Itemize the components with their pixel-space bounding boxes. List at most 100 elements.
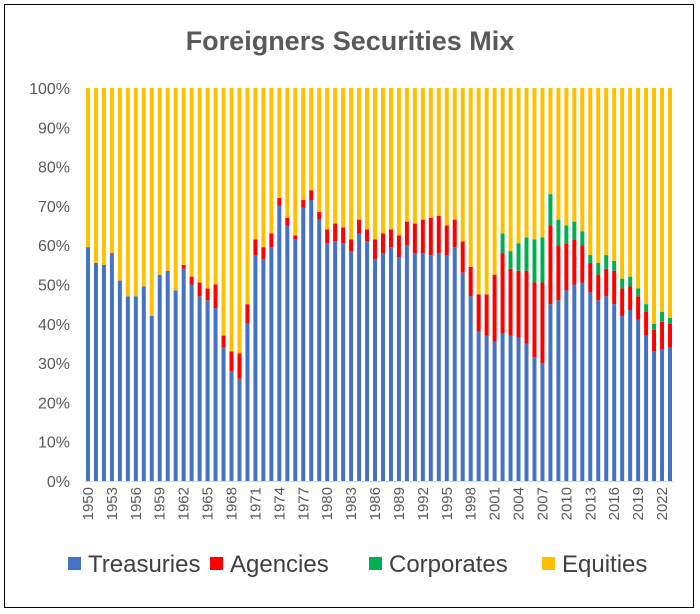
bar-equities-2010 xyxy=(564,88,569,226)
bar-equities-1996 xyxy=(452,88,457,220)
bar-treasuries-2010 xyxy=(564,290,569,481)
bar-agencies-1979 xyxy=(317,211,322,220)
bar-agencies-1968 xyxy=(229,351,234,371)
bar-equities-1975 xyxy=(285,88,290,218)
bar-agencies-2013 xyxy=(588,262,593,293)
bar-treasuries-1974 xyxy=(277,205,282,481)
bar-agencies-1980 xyxy=(325,229,330,244)
bar-treasuries-1985 xyxy=(365,241,370,481)
bar-agencies-2005 xyxy=(524,270,529,344)
bar-corporates-2010 xyxy=(564,225,569,244)
bar-equities-1969 xyxy=(237,88,242,354)
bar-agencies-1995 xyxy=(444,225,449,256)
bar-equities-1983 xyxy=(349,88,354,240)
bar-equities-2014 xyxy=(596,88,601,263)
bar-treasuries-1992 xyxy=(420,253,425,481)
bar-equities-1997 xyxy=(460,88,465,242)
bar-treasuries-2012 xyxy=(580,282,585,481)
legend-label-treasuries: Treasuries xyxy=(88,551,200,578)
bar-treasuries-1989 xyxy=(396,256,401,481)
bar-corporates-2012 xyxy=(580,231,585,246)
bar-equities-1972 xyxy=(261,88,266,248)
bar-equities-1951 xyxy=(93,88,98,263)
bar-corporates-2019 xyxy=(636,288,641,297)
bar-treasuries-1990 xyxy=(404,245,409,481)
bar-equities-1998 xyxy=(468,88,473,267)
bar-treasuries-1991 xyxy=(412,253,417,481)
bar-treasuries-1977 xyxy=(301,207,306,481)
x-tick-label: 2016 xyxy=(606,487,623,520)
bar-agencies-1985 xyxy=(365,229,370,242)
bar-equities-2002 xyxy=(500,88,505,234)
y-tick-label: 90% xyxy=(38,120,70,137)
legend-label-corporates: Corporates xyxy=(389,551,508,578)
x-tick-label: 1968 xyxy=(224,487,241,520)
bar-equities-1968 xyxy=(229,88,234,352)
bar-corporates-2003 xyxy=(508,251,513,269)
bar-agencies-1962 xyxy=(181,264,186,269)
bar-agencies-2014 xyxy=(596,274,601,301)
bar-agencies-1972 xyxy=(261,247,266,259)
bar-equities-1999 xyxy=(476,88,481,295)
bar-treasuries-1972 xyxy=(261,258,266,481)
bar-corporates-2016 xyxy=(612,260,617,271)
legend-label-agencies: Agencies xyxy=(230,551,329,578)
x-tick-label: 1992 xyxy=(415,487,432,520)
bar-agencies-2017 xyxy=(620,288,625,316)
bar-equities-2008 xyxy=(548,88,553,195)
x-tick-label: 1965 xyxy=(200,487,217,520)
bar-equities-1992 xyxy=(420,88,425,220)
bar-equities-1962 xyxy=(181,88,186,265)
bar-agencies-2023 xyxy=(668,323,673,348)
bar-agencies-1993 xyxy=(428,217,433,256)
bar-treasuries-1976 xyxy=(293,239,298,481)
bar-equities-1994 xyxy=(436,88,441,216)
bar-agencies-2008 xyxy=(548,225,553,305)
bar-agencies-1981 xyxy=(333,223,338,242)
bar-agencies-1998 xyxy=(468,266,473,297)
bar-equities-2023 xyxy=(668,88,673,318)
bar-treasuries-1997 xyxy=(460,272,465,481)
bar-treasuries-2022 xyxy=(660,349,665,481)
bar-equities-1950 xyxy=(85,88,90,248)
bar-equities-2019 xyxy=(636,88,641,289)
bar-equities-1957 xyxy=(141,88,146,287)
bar-corporates-2015 xyxy=(604,255,609,269)
bar-agencies-2002 xyxy=(500,253,505,334)
y-tick-label: 40% xyxy=(38,317,70,334)
bar-treasuries-2005 xyxy=(524,343,529,481)
bar-agencies-1970 xyxy=(245,304,250,324)
bar-equities-1989 xyxy=(396,88,401,236)
bar-treasuries-1987 xyxy=(380,253,385,481)
bar-agencies-2015 xyxy=(604,268,609,297)
bar-agencies-1988 xyxy=(388,229,393,248)
bar-equities-1964 xyxy=(197,88,202,283)
bar-equities-2012 xyxy=(580,88,585,232)
bar-treasuries-1978 xyxy=(309,200,314,481)
bar-treasuries-1960 xyxy=(165,270,170,481)
x-tick-label: 1995 xyxy=(439,487,456,520)
bar-agencies-2020 xyxy=(644,312,649,336)
bar-equities-1973 xyxy=(269,88,274,234)
bar-equities-1995 xyxy=(444,88,449,226)
bar-equities-1987 xyxy=(380,88,385,234)
bar-agencies-2010 xyxy=(564,243,569,291)
bar-agencies-1963 xyxy=(189,276,194,285)
bar-treasuries-1995 xyxy=(444,255,449,481)
legend-swatch-agencies xyxy=(210,557,223,570)
bar-agencies-2000 xyxy=(484,294,489,336)
x-tick-label: 2010 xyxy=(558,487,575,520)
chart-title: Foreigners Securities Mix xyxy=(185,26,515,56)
bar-equities-2016 xyxy=(612,88,617,261)
bar-agencies-1977 xyxy=(301,200,306,208)
bar-treasuries-2008 xyxy=(548,304,553,481)
bar-corporates-2008 xyxy=(548,194,553,226)
bar-agencies-2019 xyxy=(636,296,641,320)
bar-treasuries-1955 xyxy=(125,296,130,481)
bar-corporates-2009 xyxy=(556,219,561,246)
x-tick-label: 1983 xyxy=(343,487,360,520)
bar-equities-1961 xyxy=(173,88,178,291)
bar-agencies-1992 xyxy=(420,219,425,254)
bar-treasuries-1967 xyxy=(221,347,226,481)
